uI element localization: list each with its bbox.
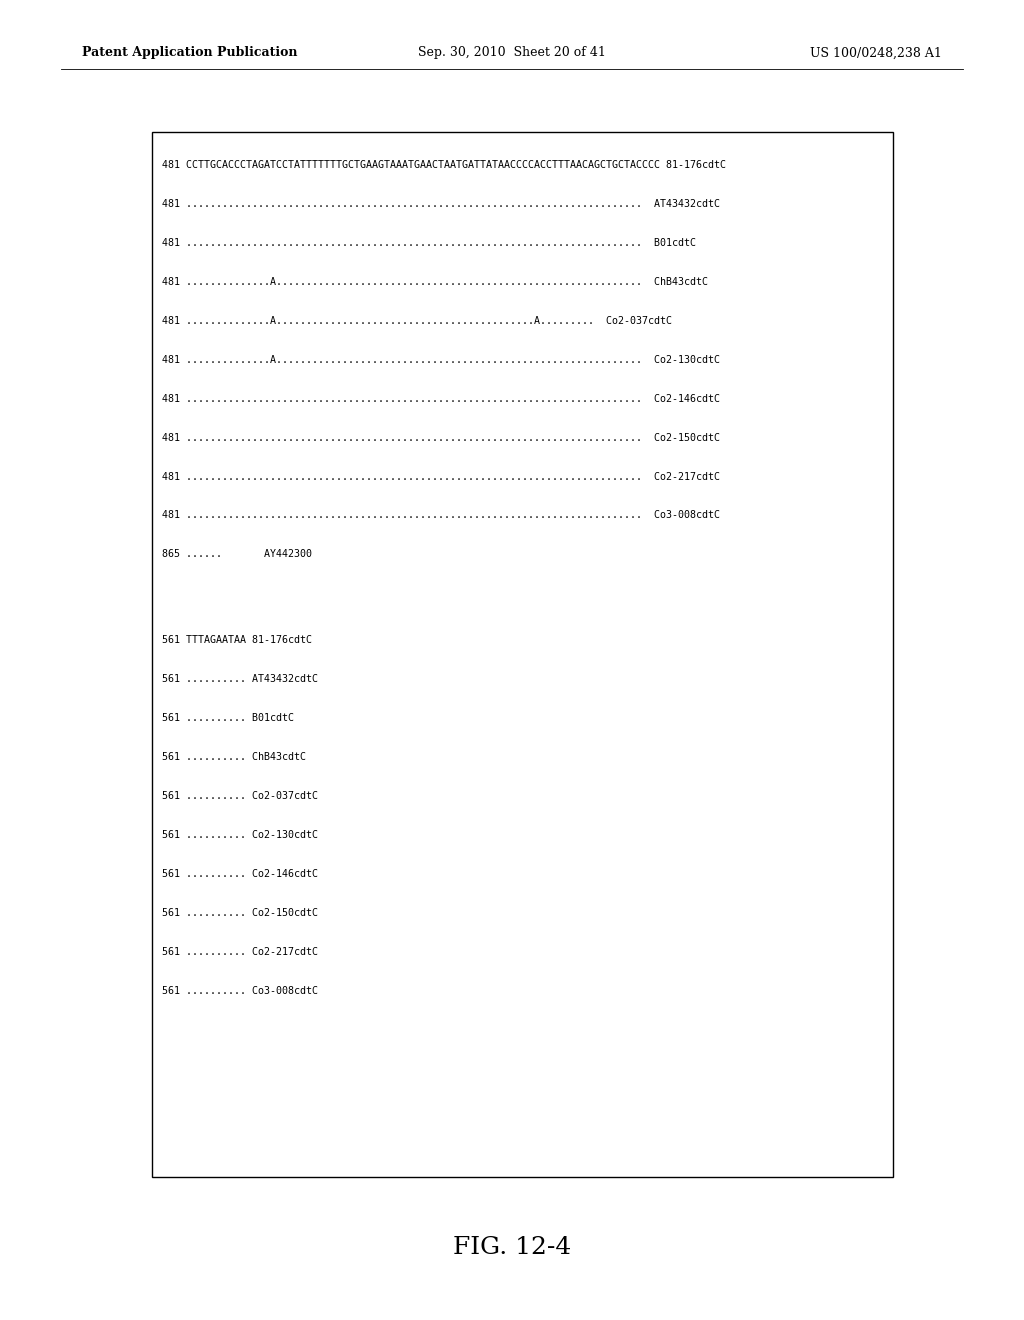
Text: 865 ......       AY442300: 865 ...... AY442300 (162, 549, 311, 560)
Text: Sep. 30, 2010  Sheet 20 of 41: Sep. 30, 2010 Sheet 20 of 41 (418, 46, 606, 59)
Text: Patent Application Publication: Patent Application Publication (82, 46, 297, 59)
Text: 561 .......... Co2-217cdtC: 561 .......... Co2-217cdtC (162, 946, 317, 957)
Text: 481 ..............A.............................................................: 481 ..............A.....................… (162, 355, 720, 364)
Text: 561 .......... ChB43cdtC: 561 .......... ChB43cdtC (162, 752, 306, 762)
Text: 481 ............................................................................: 481 ....................................… (162, 433, 720, 442)
Text: 481 CCTTGCACCCTAGATCCTATTTTTTTGCTGAAGTAAATGAACTAATGATTATAACCCCACCTTTAACAGCTGCTAC: 481 CCTTGCACCCTAGATCCTATTTTTTTGCTGAAGTAA… (162, 160, 726, 170)
Text: 561 TTTAGAATAA 81-176cdtC: 561 TTTAGAATAA 81-176cdtC (162, 635, 311, 645)
Text: 561 .......... Co2-146cdtC: 561 .......... Co2-146cdtC (162, 869, 317, 879)
Text: 561 .......... Co2-150cdtC: 561 .......... Co2-150cdtC (162, 908, 317, 917)
Text: 561 .......... B01cdtC: 561 .......... B01cdtC (162, 713, 294, 723)
Bar (152, 132, 893, 1177)
Text: FIG. 12-4: FIG. 12-4 (453, 1236, 571, 1259)
Text: 481 ..............A.............................................................: 481 ..............A.....................… (162, 277, 708, 286)
Text: 481 ............................................................................: 481 ....................................… (162, 393, 720, 404)
Text: 561 .......... Co2-130cdtC: 561 .......... Co2-130cdtC (162, 830, 317, 840)
Text: 561 .......... Co3-008cdtC: 561 .......... Co3-008cdtC (162, 986, 317, 995)
Text: 481 ............................................................................: 481 ....................................… (162, 238, 695, 248)
Text: 481 ............................................................................: 481 ....................................… (162, 511, 720, 520)
Text: 481 ............................................................................: 481 ....................................… (162, 199, 720, 209)
Text: 481 ..............A...........................................A.........  Co2-03: 481 ..............A.....................… (162, 315, 672, 326)
Text: 561 .......... AT43432cdtC: 561 .......... AT43432cdtC (162, 675, 317, 684)
Text: 481 ............................................................................: 481 ....................................… (162, 471, 720, 482)
Text: US 100/0248,238 A1: US 100/0248,238 A1 (810, 46, 942, 59)
Text: 561 .......... Co2-037cdtC: 561 .......... Co2-037cdtC (162, 791, 317, 801)
